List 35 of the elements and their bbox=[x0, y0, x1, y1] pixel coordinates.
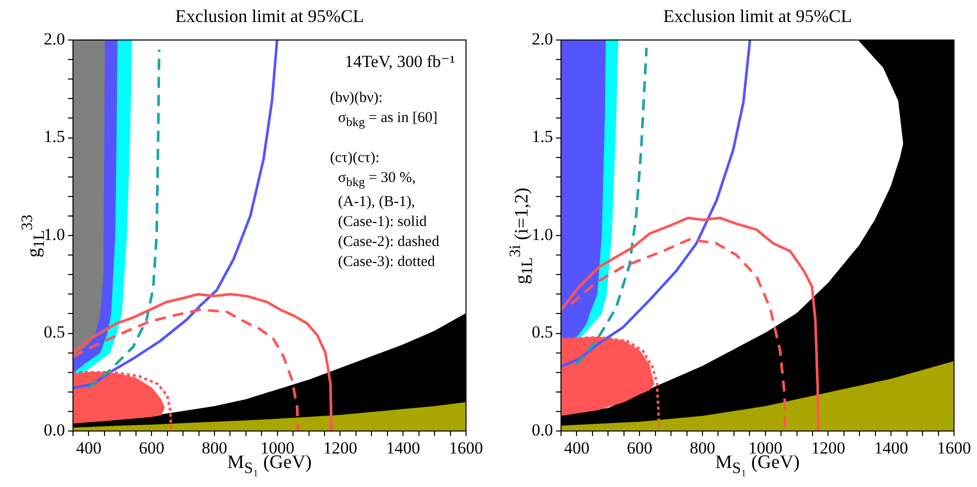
y-tick-label: 1.5 bbox=[44, 127, 65, 146]
chart-title: Exclusion limit at 95%CL bbox=[174, 6, 365, 27]
y-tick-label: 1.5 bbox=[532, 127, 553, 146]
y-tick-label: 0.5 bbox=[532, 322, 553, 342]
y-tick-label: 0.5 bbox=[44, 322, 65, 342]
annotation: (A-1), (B-1), bbox=[337, 193, 416, 212]
x-tick-label: 1400 bbox=[386, 438, 420, 458]
x-tick-label: 800 bbox=[202, 438, 228, 458]
x-tick-label: 800 bbox=[690, 438, 716, 458]
y-tick-label: 1.0 bbox=[44, 224, 65, 244]
y-tick-label: 1.0 bbox=[532, 224, 553, 244]
line-series bbox=[86, 48, 160, 390]
annotation: (Case-1): solid bbox=[337, 213, 428, 232]
x-tick-label: 1200 bbox=[811, 438, 846, 458]
annotation: (Case-3): dotted bbox=[337, 253, 436, 272]
annotation: 14TeV, 300 fb⁻¹ bbox=[344, 52, 455, 72]
x-tick-label: 1600 bbox=[937, 438, 971, 458]
annotation: σ$_{bkg}$ = as in [60] bbox=[337, 109, 438, 131]
y-tick-label: 2.0 bbox=[44, 29, 65, 48]
y-tick-label: 2.0 bbox=[532, 29, 553, 48]
y-tick-label: 0.0 bbox=[532, 420, 553, 440]
annotation: σ$_{bkg}$ = 30 %, bbox=[337, 169, 417, 191]
annotation: (Case-2): dashed bbox=[337, 233, 440, 252]
x-tick-label: 600 bbox=[138, 438, 164, 458]
chart-title: Exclusion limit at 95%CL bbox=[662, 6, 853, 27]
annotation: (cτ)(cτ): bbox=[330, 149, 381, 168]
y-tick-label: 0.0 bbox=[44, 420, 65, 440]
annotation: (bν)(bν): bbox=[330, 89, 384, 108]
x-tick-label: 1400 bbox=[874, 438, 908, 458]
line-series bbox=[574, 46, 648, 366]
x-tick-label: 1200 bbox=[323, 438, 358, 458]
x-tick-label: 600 bbox=[626, 438, 652, 458]
x-tick-label: 1600 bbox=[449, 438, 483, 458]
x-tick-label: 400 bbox=[76, 438, 102, 458]
x-tick-label: 400 bbox=[564, 438, 590, 458]
